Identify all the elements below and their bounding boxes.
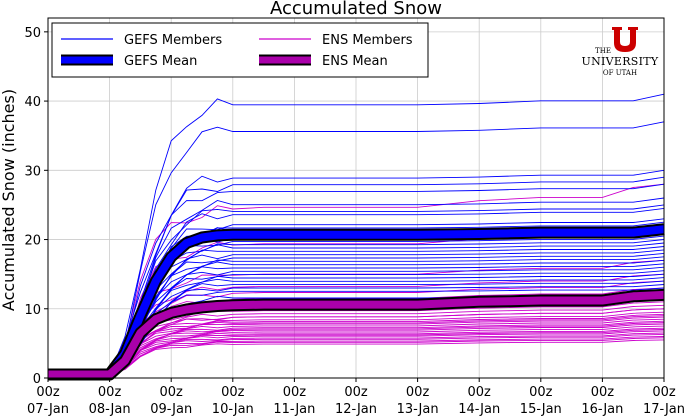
university-of-utah-logo: THE UNIVERSITY OF UTAH bbox=[582, 27, 659, 77]
x-tick-label-date: 09-Jan bbox=[150, 402, 192, 417]
y-tick-label: 10 bbox=[24, 303, 41, 318]
x-tick-label-date: 08-Jan bbox=[89, 402, 131, 417]
ens-member-line bbox=[48, 318, 665, 375]
gefs-member-line bbox=[48, 121, 665, 375]
x-tick-label-hour: 00z bbox=[344, 385, 368, 400]
x-tick-label-hour: 00z bbox=[468, 385, 492, 400]
ens-member-line bbox=[48, 320, 665, 375]
x-tick-label-date: 15-Jan bbox=[520, 402, 562, 417]
y-axis: 0 10 20 30 40 50 bbox=[24, 26, 48, 387]
legend-label-gefs-members: GEFS Members bbox=[124, 33, 222, 48]
legend-label-ens-members: ENS Members bbox=[322, 33, 413, 48]
y-tick-label: 0 bbox=[33, 372, 41, 387]
ens-member-line bbox=[48, 330, 665, 375]
y-axis-label: Accumulated Snow (inches) bbox=[0, 89, 18, 311]
ens-member-line bbox=[48, 322, 665, 375]
logo-line-of-utah: OF UTAH bbox=[603, 69, 637, 77]
x-tick-label-date: 13-Jan bbox=[397, 402, 439, 417]
ens-member-line bbox=[48, 333, 665, 375]
gefs-member-line bbox=[48, 176, 665, 375]
legend: GEFS Members ENS Members GEFS Mean ENS M… bbox=[51, 22, 429, 78]
gefs-mean-line bbox=[48, 225, 665, 379]
mean-lines bbox=[48, 223, 665, 381]
gefs-member-line bbox=[48, 169, 665, 375]
ens-member-line bbox=[48, 316, 665, 375]
x-tick-label-hour: 00z bbox=[98, 385, 122, 400]
gefs-member-line bbox=[48, 183, 665, 375]
ens-member-line bbox=[48, 336, 665, 375]
ens-member-line bbox=[48, 323, 665, 375]
ens-member-line bbox=[48, 183, 665, 375]
legend-box bbox=[51, 22, 429, 78]
gefs-member-line bbox=[48, 93, 665, 375]
x-tick-label-hour: 00z bbox=[36, 385, 60, 400]
x-tick-label-hour: 00z bbox=[406, 385, 430, 400]
chart-title: Accumulated Snow bbox=[270, 0, 442, 19]
x-tick-label-hour: 00z bbox=[221, 385, 245, 400]
x-tick-label-hour: 00z bbox=[529, 385, 553, 400]
x-tick-label-hour: 00z bbox=[160, 385, 184, 400]
ens-member-line bbox=[48, 339, 665, 375]
y-tick-label: 30 bbox=[24, 164, 41, 179]
x-tick-label-date: 11-Jan bbox=[273, 402, 315, 417]
block-u-icon bbox=[612, 27, 638, 52]
y-tick-label: 50 bbox=[24, 26, 41, 41]
x-tick-label-hour: 00z bbox=[652, 385, 676, 400]
ens-member-line bbox=[48, 329, 665, 375]
x-tick-label-hour: 00z bbox=[591, 385, 615, 400]
y-tick-label: 20 bbox=[24, 234, 41, 249]
x-tick-label-date: 10-Jan bbox=[212, 402, 254, 417]
ens-member-line bbox=[48, 332, 665, 375]
logo-line-the: THE bbox=[595, 47, 611, 55]
ens-mean-line bbox=[48, 290, 665, 379]
x-tick-label-date: 07-Jan bbox=[27, 402, 69, 417]
legend-label-ens-mean: ENS Mean bbox=[322, 54, 388, 69]
logo-line-university: UNIVERSITY bbox=[582, 55, 659, 68]
x-axis: 00z 07-Jan 00z 08-Jan 00z 09-Jan 00z 10-Jan 00z 1… bbox=[27, 378, 685, 417]
x-tick-label-hour: 00z bbox=[283, 385, 307, 400]
x-tick-label-date: 17-Jan bbox=[643, 402, 685, 417]
y-tick-label: 40 bbox=[24, 95, 41, 110]
legend-label-gefs-mean: GEFS Mean bbox=[124, 54, 197, 69]
x-tick-label-date: 12-Jan bbox=[335, 402, 377, 417]
x-tick-label-date: 14-Jan bbox=[458, 402, 500, 417]
x-tick-label-date: 16-Jan bbox=[581, 402, 623, 417]
